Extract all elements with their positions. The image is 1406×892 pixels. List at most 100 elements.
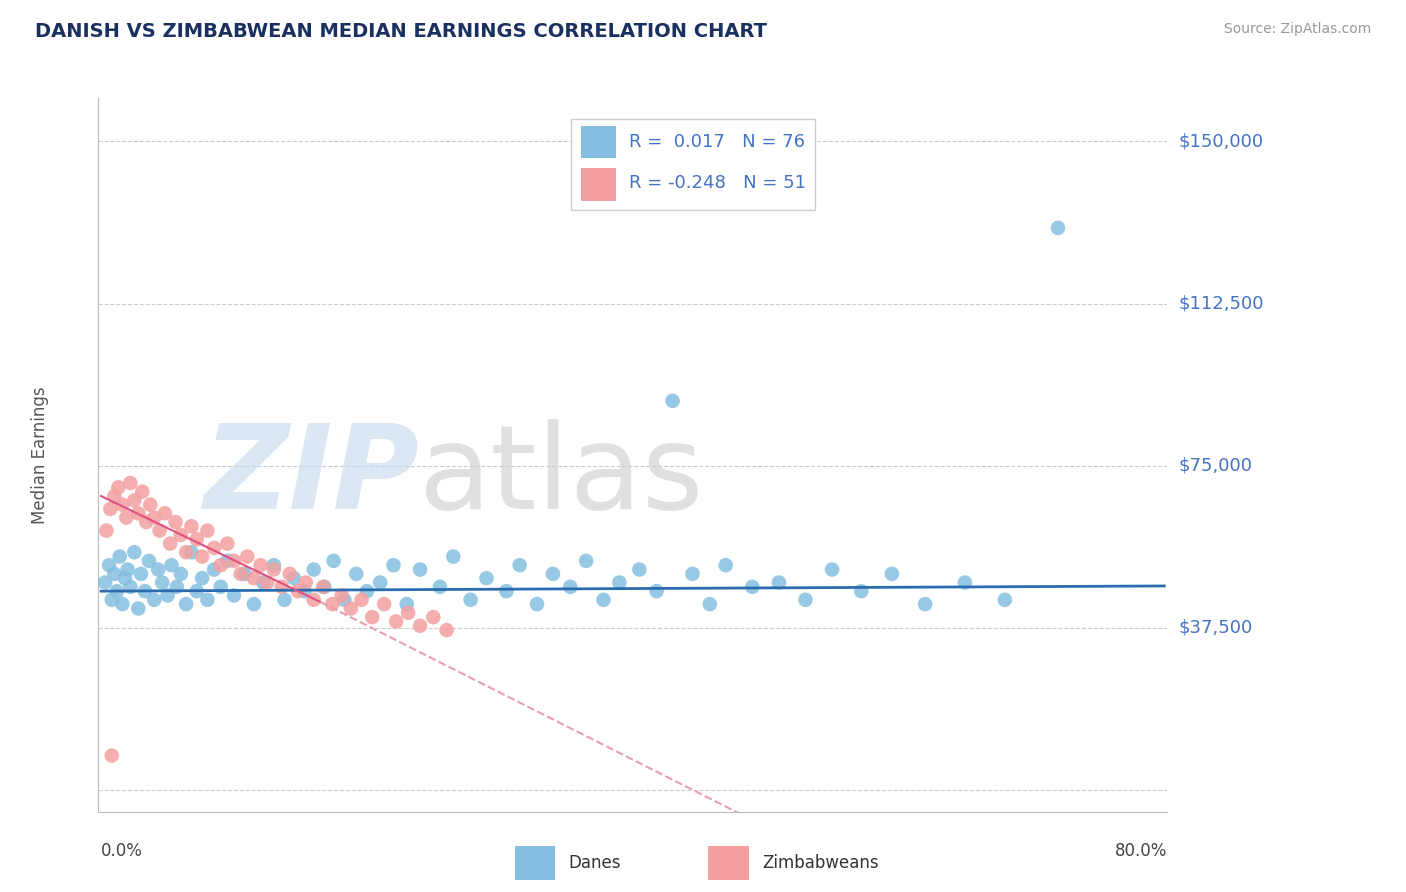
Point [526,597,548,611]
Point [356,584,378,599]
Point [252,575,274,590]
Point [197,524,219,538]
Point [197,592,219,607]
Point [191,549,214,564]
Point [139,498,162,512]
Text: $150,000: $150,000 [1178,132,1263,151]
Point [914,597,936,611]
Point [322,554,344,568]
Point [714,558,737,573]
Point [385,615,408,629]
Text: ZIP: ZIP [202,419,419,533]
Point [768,575,790,590]
Point [263,558,285,573]
Point [229,566,252,581]
Point [129,566,152,581]
Text: 0.0%: 0.0% [101,842,143,860]
Bar [581,126,616,159]
Point [98,558,121,573]
Point [159,536,181,550]
Point [409,619,432,633]
Point [191,571,214,585]
Point [880,566,903,581]
Point [741,580,763,594]
Point [294,584,316,599]
Point [283,571,305,585]
Point [395,597,418,611]
Point [170,528,193,542]
Point [111,597,134,611]
Point [180,545,202,559]
Point [340,601,363,615]
Point [382,558,405,573]
Point [107,480,129,494]
Bar [581,168,616,201]
FancyBboxPatch shape [571,119,814,211]
Point [209,580,232,594]
Point [409,562,432,576]
Bar [709,846,748,880]
Point [429,580,451,594]
Text: R =  0.017   N = 76: R = 0.017 N = 76 [628,133,804,151]
Point [373,597,395,611]
Point [821,562,844,576]
Point [100,748,122,763]
Point [263,562,285,576]
Point [174,597,197,611]
Point [103,489,125,503]
Point [174,545,197,559]
Point [115,510,138,524]
Point [851,584,873,599]
Point [256,575,278,590]
Point [105,584,128,599]
Point [368,575,391,590]
Point [475,571,498,585]
Point [148,524,170,538]
Point [321,597,343,611]
Point [222,589,245,603]
Point [222,554,245,568]
Point [124,545,146,559]
Point [94,575,117,590]
Point [166,580,188,594]
Point [460,592,482,607]
Text: Source: ZipAtlas.com: Source: ZipAtlas.com [1223,22,1371,37]
Point [243,571,266,585]
Point [138,554,160,568]
Point [124,493,146,508]
Point [1046,220,1069,235]
Point [143,592,166,607]
Point [560,580,582,594]
Point [96,524,118,538]
Point [330,589,353,603]
Text: 80.0%: 80.0% [1115,842,1167,860]
Point [209,558,232,573]
Text: Median Earnings: Median Earnings [31,386,49,524]
Point [509,558,531,573]
Point [156,589,179,603]
Text: $112,500: $112,500 [1178,294,1264,312]
Point [217,554,239,568]
Point [108,549,131,564]
Point [202,541,225,555]
Point [114,571,136,585]
Point [249,558,271,573]
Point [794,592,817,607]
Point [396,606,419,620]
Text: $37,500: $37,500 [1178,619,1253,637]
Point [120,476,142,491]
Point [100,592,122,607]
Point [350,592,373,607]
Text: Danes: Danes [568,854,621,872]
Point [436,623,458,637]
Point [278,566,301,581]
Point [186,584,208,599]
Point [302,562,325,576]
Point [994,592,1017,607]
Point [217,536,239,550]
Point [135,515,157,529]
Point [312,580,335,594]
Text: $75,000: $75,000 [1178,457,1253,475]
Point [645,584,668,599]
Point [333,592,356,607]
